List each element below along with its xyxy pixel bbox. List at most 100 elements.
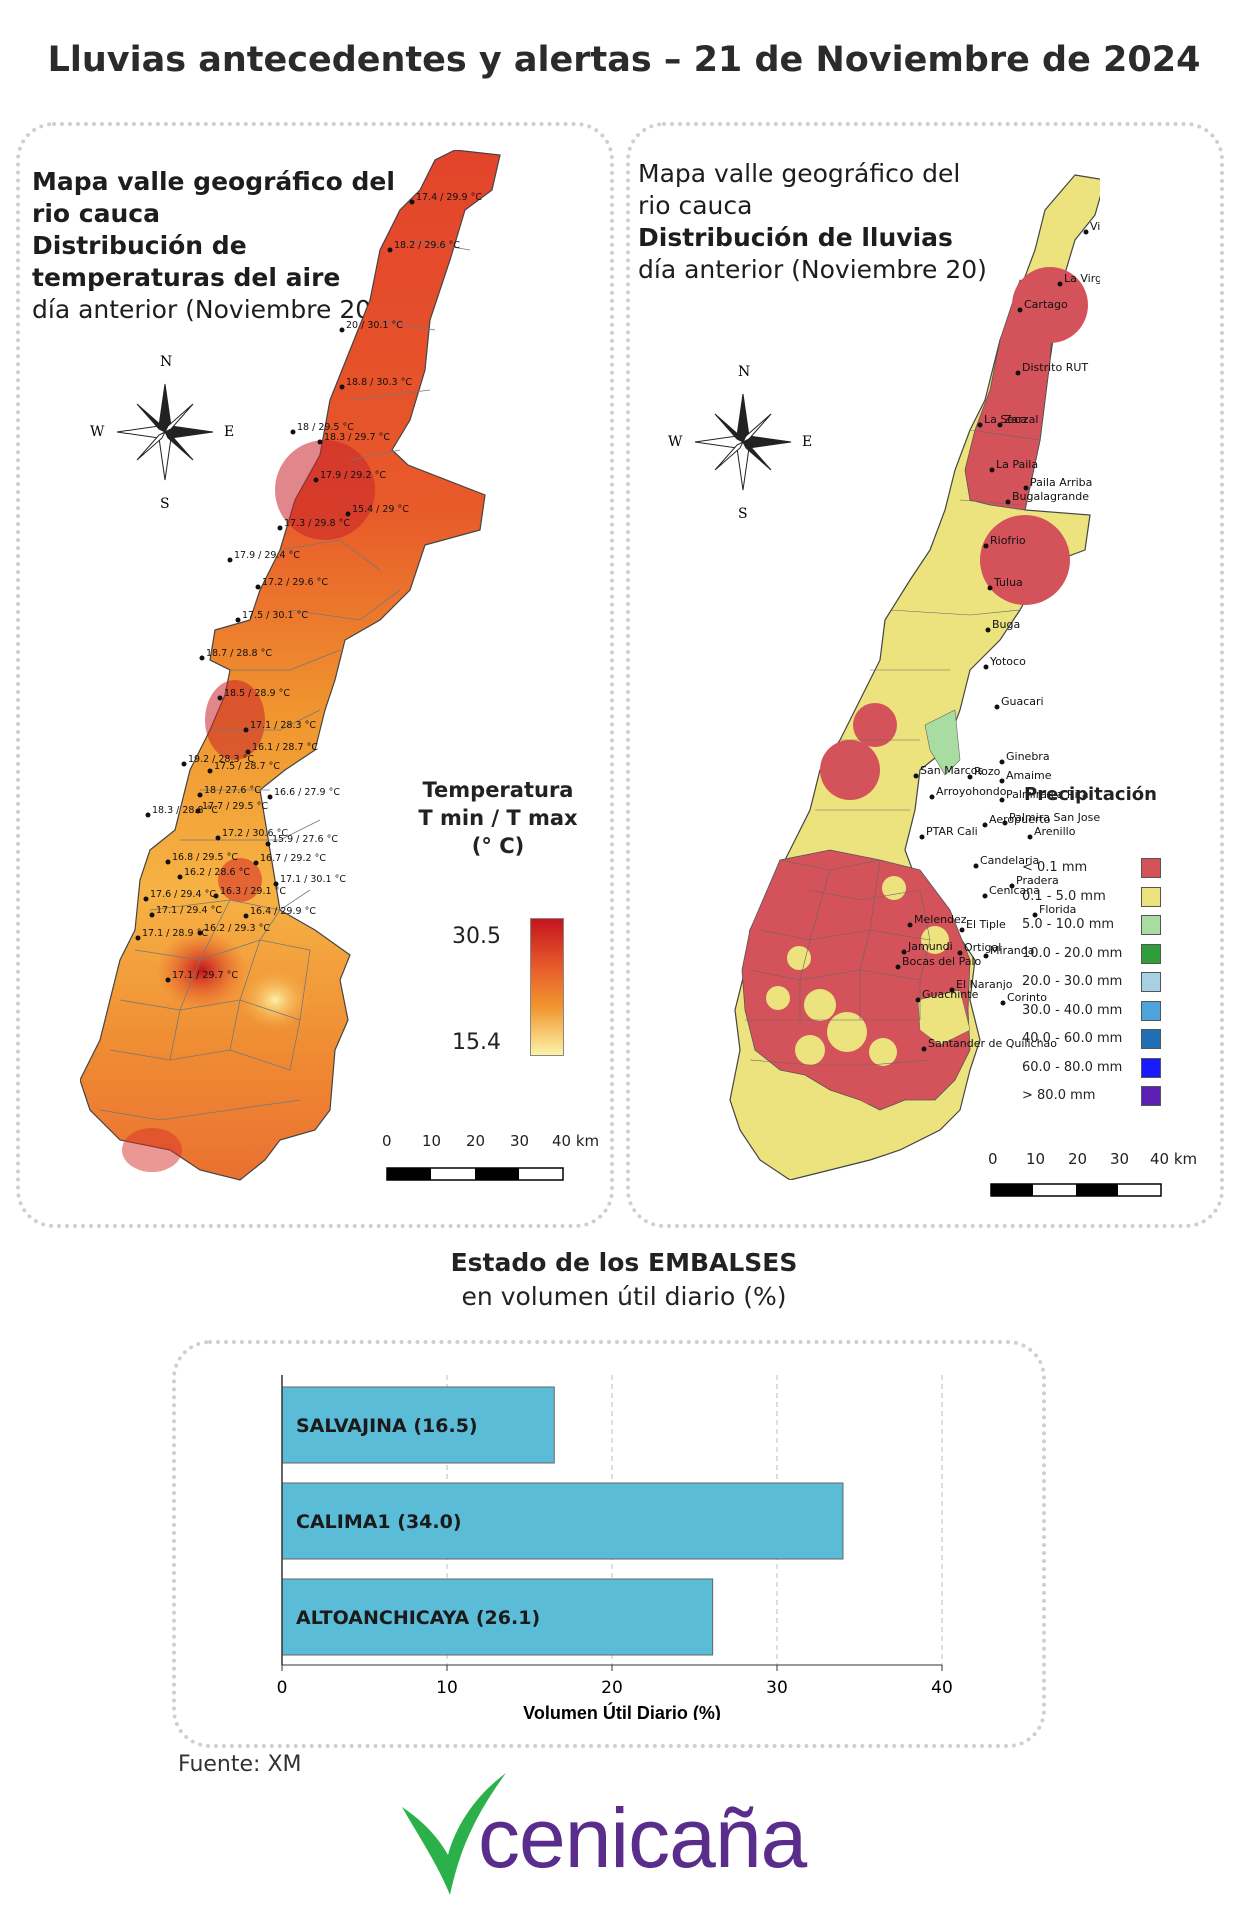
precip-legend-label: 5.0 - 10.0 mm [1022, 917, 1115, 932]
town-label: Candelaria [980, 854, 1039, 867]
x-tick-label: 30 [766, 1678, 788, 1698]
precip-legend-swatch [1141, 1086, 1161, 1106]
town-label: Riofrio [990, 534, 1026, 547]
rain-scale-10: 10 [1026, 1150, 1046, 1168]
station-label: 17.2 / 29.6 °C [262, 577, 328, 588]
rainfall-panel [626, 122, 1224, 1228]
temp-scale-30: 30 [510, 1132, 530, 1150]
station-marker [215, 835, 221, 841]
station-label: 18.3 / 29.7 °C [324, 432, 390, 443]
town-marker [1000, 1000, 1006, 1006]
temp-legend-min: 15.4 [452, 1030, 501, 1055]
station-label: 16.8 / 29.5 °C [172, 852, 238, 863]
town-label: Jamundi [907, 940, 953, 953]
rain-scale-bar [990, 1183, 1162, 1197]
station-marker [253, 860, 259, 866]
temp-legend-line-2: T min / T max [418, 806, 578, 830]
x-tick-label: 10 [436, 1678, 458, 1698]
rain-scale-30: 30 [1110, 1150, 1130, 1168]
station-marker [197, 792, 203, 798]
station-marker [227, 557, 233, 563]
station-marker [290, 429, 296, 435]
town-label: La Virginia [1064, 272, 1100, 285]
town-label: Santander de Quilichao [928, 1037, 1057, 1050]
station-marker [387, 247, 393, 253]
reservoir-bar [281, 1482, 844, 1560]
temp-scale-10: 10 [422, 1132, 442, 1150]
precip-legend-label: 40.0 - 60.0 mm [1022, 1031, 1123, 1046]
station-label: 16.6 / 27.9 °C [274, 787, 340, 798]
town-marker [1015, 370, 1021, 376]
station-marker [195, 808, 201, 814]
station-label: 17.1 / 29.4 °C [156, 905, 222, 916]
rain-scale-20: 20 [1068, 1150, 1088, 1168]
x-axis-label: Volumen Útil Diario (%) [523, 1702, 721, 1720]
station-label: 17.5 / 28.7 °C [214, 761, 280, 772]
town-label: Florida [1039, 903, 1076, 916]
station-marker [177, 874, 183, 880]
town-label: Palmira La Rita [1006, 788, 1089, 801]
town-label: Arroyohondo [936, 785, 1007, 798]
station-label: 18.3 / 28.8 °C [152, 805, 218, 816]
station-label: 16.2 / 28.6 °C [184, 867, 250, 878]
temp-legend-title: Temperatura T min / T max (° C) [408, 776, 588, 860]
reservoirs-title: Estado de los EMBALSES [450, 1248, 798, 1277]
town-marker [901, 949, 907, 955]
town-label: Viterbo [1090, 220, 1100, 233]
town-marker [929, 794, 935, 800]
town-label: Bocas del Palo [902, 955, 982, 968]
town-marker [983, 664, 989, 670]
station-marker [207, 768, 213, 774]
town-marker [985, 627, 991, 633]
town-marker [1023, 485, 1029, 491]
station-label: 18.2 / 29.6 °C [394, 240, 460, 251]
town-marker [989, 467, 995, 473]
town-label: Rozo [974, 765, 1001, 778]
station-marker [243, 913, 249, 919]
station-marker [197, 930, 203, 936]
precip-legend-title: Precipitación [1024, 784, 1157, 805]
town-marker [949, 987, 955, 993]
temperature-map: 17.4 / 29.9 °C 18.2 / 29.6 °C 20 / 30.1 °C… [80, 150, 501, 1181]
town-marker [1027, 834, 1033, 840]
station-marker [277, 525, 283, 531]
town-label: La Paila [996, 458, 1038, 471]
station-marker [243, 727, 249, 733]
cenicana-logo-text: cenicaña [478, 1791, 807, 1885]
station-label: 18 / 29.5 °C [297, 422, 354, 433]
station-label: 17.1 / 28.3 °C [250, 720, 316, 731]
temp-title-line-4: temperaturas del aire [32, 263, 341, 292]
station-label: 18 / 27.6 °C [204, 785, 261, 796]
town-label: Buga [992, 618, 1020, 631]
precip-legend-label: 20.0 - 30.0 mm [1022, 974, 1123, 989]
temperature-panel [16, 122, 614, 1228]
precip-legend-swatch [1141, 1000, 1161, 1021]
town-label: El Tiple [966, 918, 1006, 931]
precip-legend-item: 0.1 - 5.0 mm [1022, 886, 1162, 907]
station-label: 17.4 / 29.9 °C [416, 192, 482, 203]
town-marker [982, 822, 988, 828]
town-label: Guacari [1001, 695, 1044, 708]
town-label: Tulua [993, 576, 1023, 589]
station-label: 17.9 / 29.4 °C [234, 550, 300, 561]
station-marker [339, 384, 345, 390]
town-label: San Marcos [920, 764, 983, 777]
precip-legend-label: 10.0 - 20.0 mm [1022, 945, 1123, 961]
station-label: 17.6 / 29.4 °C [150, 889, 216, 900]
precip-legend-swatch [1141, 1029, 1161, 1049]
town-label: Cenicana [989, 884, 1040, 897]
town-marker [994, 704, 1000, 710]
town-marker [987, 585, 993, 591]
town-marker [915, 997, 921, 1003]
temp-scale-20: 20 [466, 1132, 486, 1150]
rain-title-line-2: rio cauca [638, 191, 753, 220]
rain-title-line-3: Distribución de lluvias [638, 223, 953, 252]
station-marker [265, 841, 271, 847]
town-marker [983, 953, 989, 959]
compass-e: E [802, 434, 812, 450]
precip-legend-item: 10.0 - 20.0 mm [1022, 943, 1162, 964]
town-label: Amaime [1006, 769, 1052, 782]
station-marker [149, 912, 155, 918]
town-label: Melendez [914, 913, 967, 926]
rain-scale-0: 0 [988, 1150, 998, 1168]
